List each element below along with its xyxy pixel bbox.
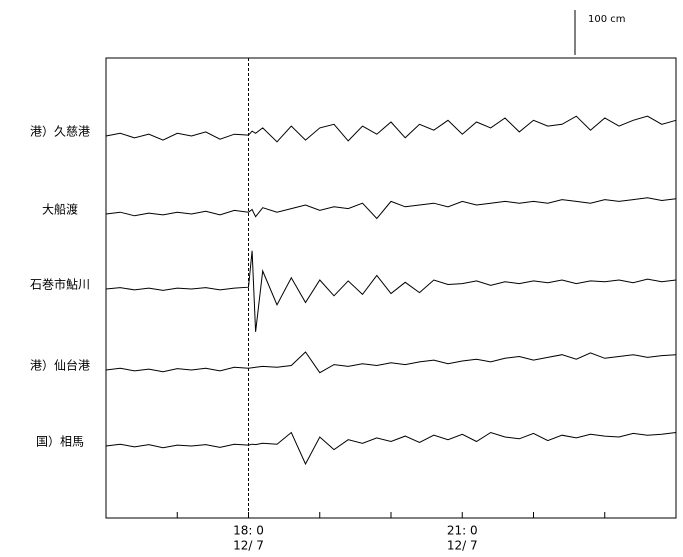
series-label: 国）相馬 bbox=[36, 435, 84, 449]
x-tick-sublabel: 12/ 7 bbox=[233, 539, 264, 553]
plot-frame bbox=[105, 57, 677, 519]
waveform bbox=[105, 431, 677, 466]
x-tick-label: 18: 0 bbox=[233, 524, 264, 538]
series-label: 港）久慈港 bbox=[30, 124, 90, 139]
x-tick-label: 21: 0 bbox=[447, 524, 478, 538]
waveform bbox=[105, 351, 677, 374]
waveform bbox=[105, 250, 677, 332]
waveform bbox=[105, 115, 677, 143]
series-label: 大船渡 bbox=[42, 202, 78, 217]
scale-bar-label: 100 cm bbox=[588, 14, 626, 25]
series-label: 港）仙台港 bbox=[30, 358, 90, 373]
series-label: 石巻市鮎川 bbox=[30, 277, 90, 292]
waveform bbox=[105, 197, 677, 220]
x-tick-sublabel: 12/ 7 bbox=[447, 539, 478, 553]
